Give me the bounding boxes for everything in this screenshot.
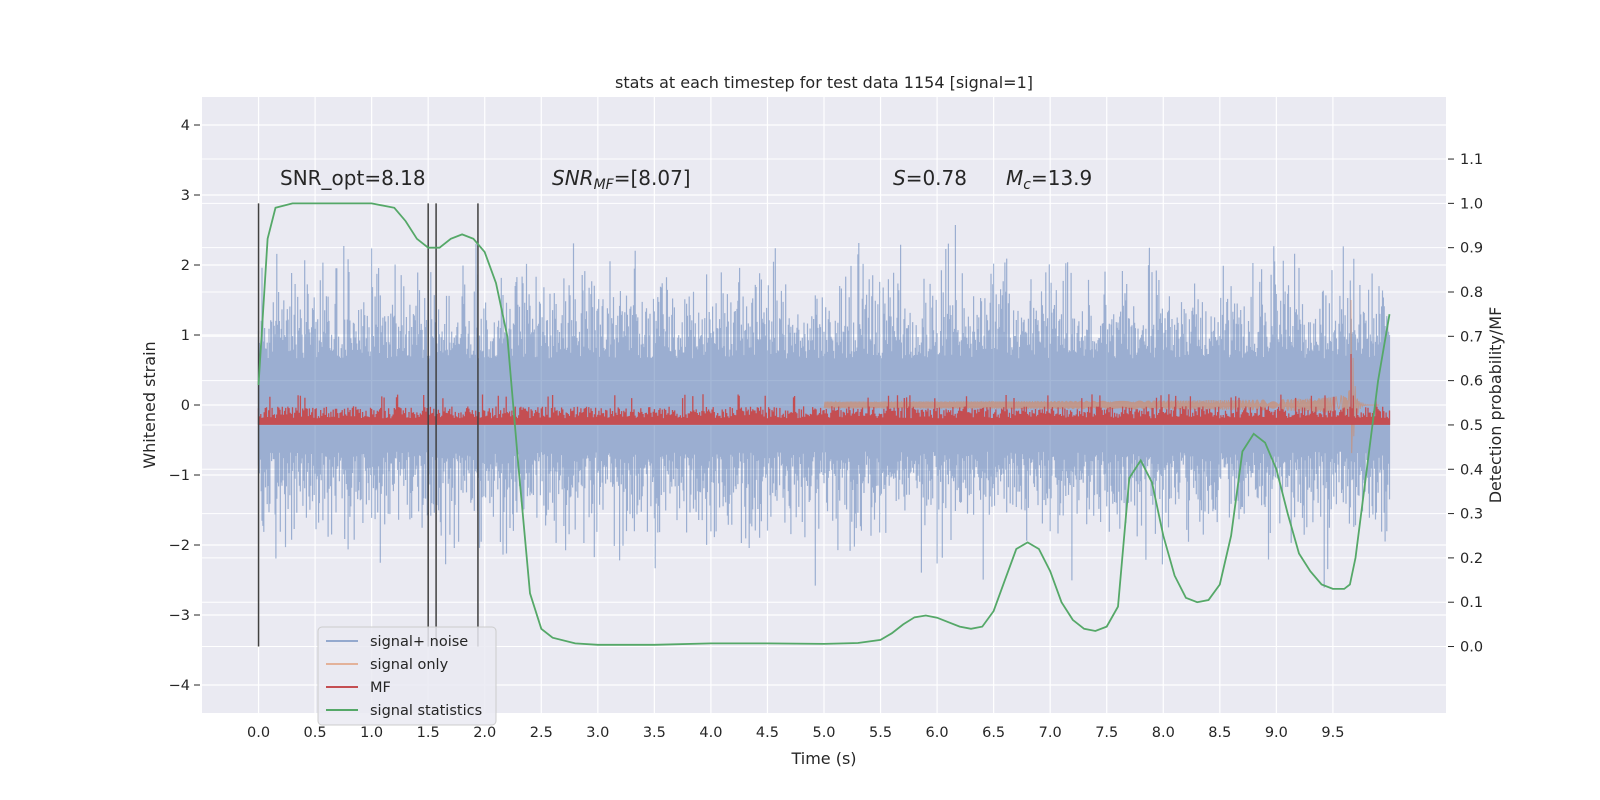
y-tick-label: 1 [181,328,190,344]
y2-tick-label: 0.5 [1460,418,1483,434]
y-tick-label: −1 [169,468,190,484]
y-tick-label: 2 [181,258,190,274]
y2-tick-label: 0.9 [1460,241,1483,257]
y-tick-label: 3 [181,188,190,204]
x-tick-label: 2.5 [530,725,553,741]
x-axis-label: Time (s) [790,749,856,768]
legend-label-signal-only: signal only [370,657,449,673]
legend-label-mf: MF [370,680,391,696]
y2-tick-label: 1.0 [1460,196,1483,212]
y-axis-ticks: 4 3 2 1 0 −1 −2 −3 −4 [169,118,200,694]
y2-tick-label: 0.0 [1460,640,1483,656]
x-tick-label: 5.0 [812,725,835,741]
x-tick-label: 1.0 [360,725,383,741]
x-tick-label: 4.0 [699,725,722,741]
x-tick-label: 9.5 [1321,725,1344,741]
y2-tick-label: 0.2 [1460,551,1483,567]
x-tick-label: 3.0 [586,725,609,741]
x-tick-label: 4.5 [756,725,779,741]
legend-label-signal-noise: signal+ noise [370,634,468,650]
y-tick-label: −2 [169,538,190,554]
y-tick-label: −4 [169,678,190,694]
x-tick-label: 6.0 [926,725,949,741]
annotation-snr-mf: SNRMF=[8.07] [552,166,691,193]
y2-tick-label: 0.3 [1460,507,1483,523]
x-tick-label: 8.0 [1152,725,1175,741]
y2-tick-label: 0.8 [1460,285,1483,301]
y2-tick-label: 1.1 [1460,152,1483,168]
chart-title: stats at each timestep for test data 115… [615,73,1033,92]
x-tick-label: 7.5 [1095,725,1118,741]
y-tick-label: 4 [181,118,190,134]
vertical-markers [257,203,479,647]
x-tick-label: 7.0 [1039,725,1062,741]
annotation-s: S=0.78 [893,166,967,190]
y2-axis-ticks: 1.1 1.0 0.9 0.8 0.7 0.6 0.5 0.4 0.3 0.2 0.1 0.0 [1448,152,1483,656]
x-tick-label: 5.5 [869,725,892,741]
y2-tick-label: 0.1 [1460,595,1483,611]
x-tick-label: 0.0 [247,725,270,741]
y2-tick-label: 0.4 [1460,462,1483,478]
x-tick-label: 3.5 [643,725,666,741]
x-tick-label: 9.0 [1265,725,1288,741]
signal-only-series [823,299,1380,454]
y-tick-label: 0 [181,398,190,414]
x-axis-ticks: 0.0 0.5 1.0 1.5 2.0 2.5 3.0 3.5 4.0 4.5 5.0 5.5 6.0 6… [247,725,1344,741]
signal-statistics-series [257,202,1391,646]
x-tick-label: 2.0 [473,725,496,741]
legend-label-signal-statistics: signal statistics [370,703,482,719]
annotation-mc: Mc=13.9 [1006,166,1092,193]
x-tick-label: 0.5 [304,725,327,741]
annotation-snr-opt: SNR_opt=8.18 [280,166,426,190]
y2-axis-label: Detection probability/MF [1486,307,1505,504]
y-tick-label: −3 [169,608,190,624]
legend-box [317,626,497,726]
legend: signal+ noise signal only MF signal stat… [317,626,497,726]
y-axis-label: Whitened strain [140,341,159,468]
x-tick-label: 8.5 [1208,725,1231,741]
y2-tick-label: 0.6 [1460,374,1483,390]
y2-tick-label: 0.7 [1460,329,1483,345]
x-tick-label: 6.5 [982,725,1005,741]
x-tick-label: 1.5 [417,725,440,741]
